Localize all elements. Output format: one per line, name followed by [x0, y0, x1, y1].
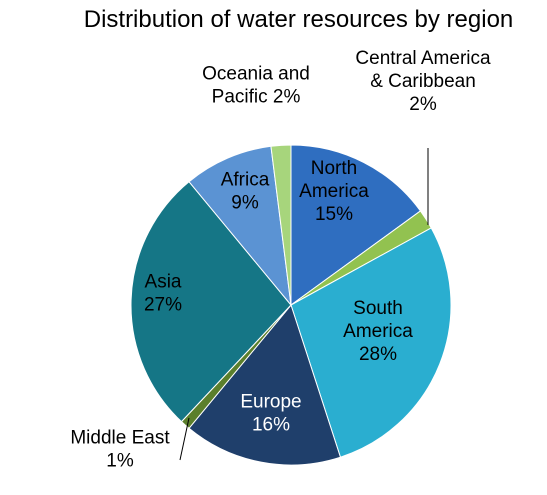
pie-slice-africa — [188, 145, 292, 307]
leader-line — [179, 417, 190, 461]
slice-label: North America 15% — [299, 158, 369, 225]
slice-label: Central America & Caribbean 2% — [355, 48, 491, 115]
slice-label: Europe 16% — [240, 392, 301, 436]
pie-slice-europe — [188, 303, 342, 466]
slice-label: Africa 9% — [221, 170, 270, 214]
pie-slice-oceania-and-pacific — [270, 144, 292, 306]
slice-label: Middle East 1% — [70, 428, 170, 472]
pie-slice-south-america — [290, 227, 452, 458]
slice-label: Asia 27% — [144, 272, 182, 316]
pie-slice-asia — [130, 181, 292, 423]
chart-title: Distribution of water resources by regio… — [83, 6, 514, 33]
pie-slice-north-america — [290, 144, 422, 306]
slice-label: Oceania and Pacific 2% — [202, 64, 310, 108]
slice-label: South America 28% — [343, 298, 413, 365]
